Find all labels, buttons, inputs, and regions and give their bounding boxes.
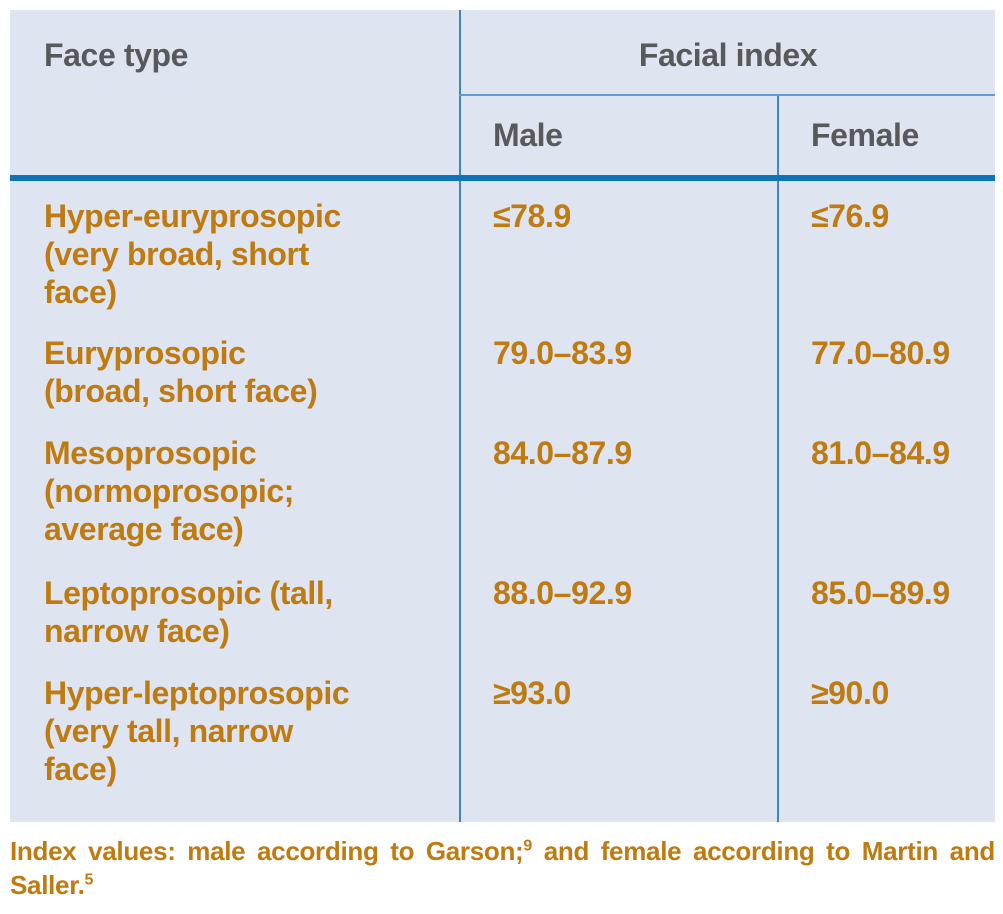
- male-column-header: Male: [459, 95, 778, 181]
- header-row-group: Face type Facial index: [10, 10, 996, 181]
- face-type-cell: Leptoprosopic (tall, narrow face): [44, 575, 333, 649]
- female-value-cell: ≥90.0: [776, 658, 996, 822]
- male-value-cell: 88.0–92.9: [459, 558, 778, 658]
- footnote-text-part1: Index values: male according to Garson;: [10, 836, 524, 866]
- table-row: Hyper-euryprosopic (very broad, short fa…: [10, 178, 996, 318]
- table-row: Mesoprosopic (normoprosopic; average fac…: [10, 418, 996, 558]
- table-footnote: Index values: male according to Garson;9…: [10, 834, 995, 902]
- citation-superscript: 9: [523, 837, 533, 855]
- footnote-text-part2: and female according to Martin and Salle…: [10, 836, 995, 900]
- face-type-header: Face type: [10, 10, 460, 181]
- table-row: Hyper-leptoprosopic (very tall, narrow f…: [10, 658, 996, 822]
- table-row: Leptoprosopic (tall, narrow face) 88.0–9…: [10, 558, 996, 658]
- male-value-cell: ≥93.0: [459, 658, 778, 822]
- female-value-cell: 77.0–80.9: [776, 318, 996, 418]
- face-type-cell: Euryprosopic (broad, short face): [44, 335, 318, 409]
- table-figure: Face type Facial index Male Female Hyper…: [10, 10, 995, 902]
- female-column-header: Female: [776, 95, 996, 181]
- face-type-cell: Mesoprosopic (normoprosopic; average fac…: [44, 435, 294, 547]
- male-value-cell: ≤78.9: [459, 178, 778, 318]
- female-value-cell: 81.0–84.9: [776, 418, 996, 558]
- female-value-cell: ≤76.9: [776, 178, 996, 318]
- female-value-cell: 85.0–89.9: [776, 558, 996, 658]
- facial-index-header: Facial index: [458, 10, 996, 96]
- male-value-cell: 84.0–87.9: [459, 418, 778, 558]
- face-type-cell: Hyper-leptoprosopic (very tall, narrow f…: [44, 675, 350, 787]
- header-row-sub: Male Female: [10, 95, 996, 181]
- table-row: Euryprosopic (broad, short face) 79.0–83…: [10, 318, 996, 418]
- male-value-cell: 79.0–83.9: [459, 318, 778, 418]
- face-type-cell: Hyper-euryprosopic (very broad, short fa…: [44, 198, 341, 310]
- facial-index-table: Face type Facial index Male Female Hyper…: [10, 10, 996, 822]
- citation-superscript: 5: [84, 871, 94, 889]
